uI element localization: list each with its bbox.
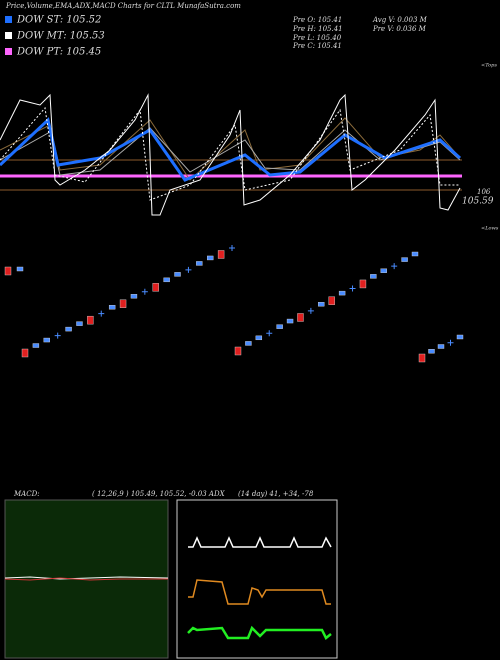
info-low: Pre L: 105.40	[292, 34, 342, 42]
candle	[428, 349, 435, 354]
candle	[297, 313, 304, 322]
candle	[163, 277, 170, 283]
candle	[65, 326, 72, 332]
candle	[152, 283, 159, 292]
candle	[87, 315, 94, 325]
info-avg-volume: Avg V: 0.003 M	[372, 16, 428, 24]
candle	[16, 266, 24, 272]
legend-label: DOW PT: 105.45	[16, 47, 101, 58]
candle	[43, 337, 50, 343]
candle	[401, 257, 408, 262]
candle	[359, 279, 367, 289]
candle	[119, 299, 127, 308]
candle-cross	[229, 245, 235, 251]
candle	[255, 335, 263, 341]
candle	[338, 290, 346, 296]
candles	[4, 245, 464, 363]
legend-swatch	[5, 16, 12, 23]
candle-cross	[185, 266, 192, 273]
candle-cross	[266, 330, 273, 337]
legend-swatch	[5, 32, 12, 39]
lows-label: <Lows	[481, 226, 499, 232]
legend-swatch	[5, 48, 12, 55]
adx-values: (14 day) 41, +34, -78	[238, 490, 314, 498]
candle	[380, 268, 387, 273]
candle	[276, 324, 283, 329]
info-close: Pre C: 105.41	[292, 42, 342, 50]
candle	[370, 274, 377, 279]
dow-mt-line	[0, 127, 461, 176]
candle-cross	[391, 263, 398, 270]
legend-label: DOW MT: 105.53	[16, 31, 105, 42]
macd-values: ( 12,26,9 ) 105.49, 105.52, -0.03 ADX	[92, 490, 226, 498]
candle	[437, 344, 445, 349]
candle	[286, 318, 294, 324]
signal-line	[4, 577, 168, 581]
candle-cross	[98, 310, 105, 317]
info-prev-volume: Pre V: 0.036 M	[372, 25, 427, 33]
dow-st-line	[0, 117, 462, 182]
candle	[328, 296, 335, 305]
candle	[76, 321, 83, 326]
candle-cross	[307, 307, 314, 314]
candle-cross	[349, 285, 356, 292]
candle	[174, 272, 181, 277]
candle	[196, 261, 203, 266]
candle	[245, 341, 252, 346]
minus-di-line	[187, 625, 332, 640]
band-line	[0, 106, 460, 201]
last-price-label: 105.59	[462, 197, 494, 207]
candle	[217, 250, 225, 259]
adx-line	[188, 536, 332, 548]
candle	[207, 255, 214, 261]
candle	[32, 343, 40, 348]
candle-cross	[141, 288, 148, 295]
info-open: Pre O: 105.41	[292, 16, 342, 24]
price-line	[0, 93, 461, 216]
candle	[130, 294, 138, 299]
tops-label: <Tops	[481, 63, 497, 69]
legend-label: DOW ST: 105.52	[16, 15, 101, 26]
level-label: 106	[477, 188, 491, 196]
candle	[411, 251, 419, 257]
candle	[318, 302, 325, 307]
candle	[456, 334, 464, 340]
candle-cross	[54, 332, 61, 339]
candle	[418, 353, 426, 363]
title: Price,Volume,EMA,ADX,MACD Charts for CLT…	[5, 2, 241, 10]
info-high: Pre H: 105.41	[292, 25, 343, 33]
candle	[21, 348, 29, 358]
candle-cross	[447, 339, 454, 346]
candle	[234, 346, 242, 356]
plus-di-line	[188, 579, 331, 605]
candle	[108, 305, 116, 310]
legend: DOW ST: 105.52 DOW MT: 105.53 DOW PT: 105.…	[5, 15, 105, 58]
candle	[4, 266, 12, 276]
macd-label: MACD:	[13, 490, 40, 498]
